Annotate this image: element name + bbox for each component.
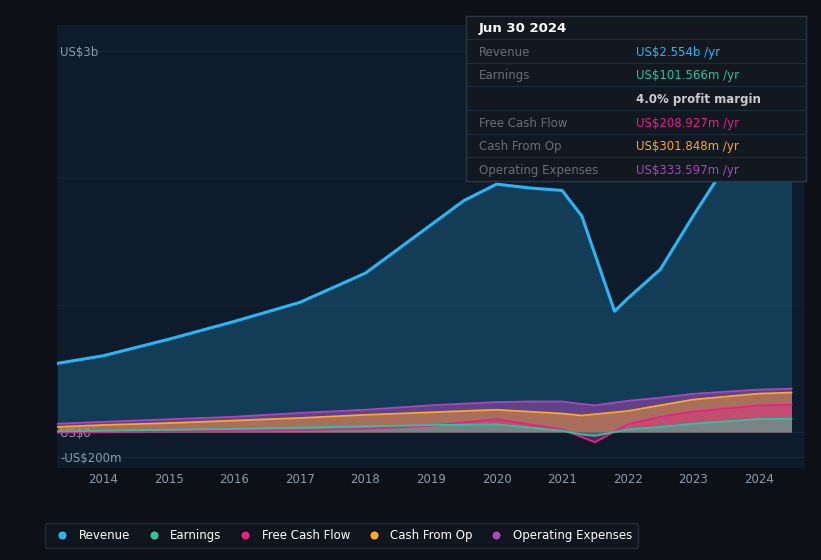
Legend: Revenue, Earnings, Free Cash Flow, Cash From Op, Operating Expenses: Revenue, Earnings, Free Cash Flow, Cash …: [44, 523, 638, 548]
Text: Operating Expenses: Operating Expenses: [479, 164, 599, 177]
Text: US$2.554b /yr: US$2.554b /yr: [635, 46, 720, 59]
Text: US$208.927m /yr: US$208.927m /yr: [635, 116, 739, 129]
Text: US$101.566m /yr: US$101.566m /yr: [635, 69, 739, 82]
Text: US$301.848m /yr: US$301.848m /yr: [635, 140, 739, 153]
Text: US$333.597m /yr: US$333.597m /yr: [635, 164, 739, 177]
Text: 4.0% profit margin: 4.0% profit margin: [635, 93, 761, 106]
Text: Jun 30 2024: Jun 30 2024: [479, 22, 567, 35]
Text: Revenue: Revenue: [479, 46, 530, 59]
Text: Cash From Op: Cash From Op: [479, 140, 562, 153]
Text: Free Cash Flow: Free Cash Flow: [479, 116, 567, 129]
Text: Earnings: Earnings: [479, 69, 530, 82]
